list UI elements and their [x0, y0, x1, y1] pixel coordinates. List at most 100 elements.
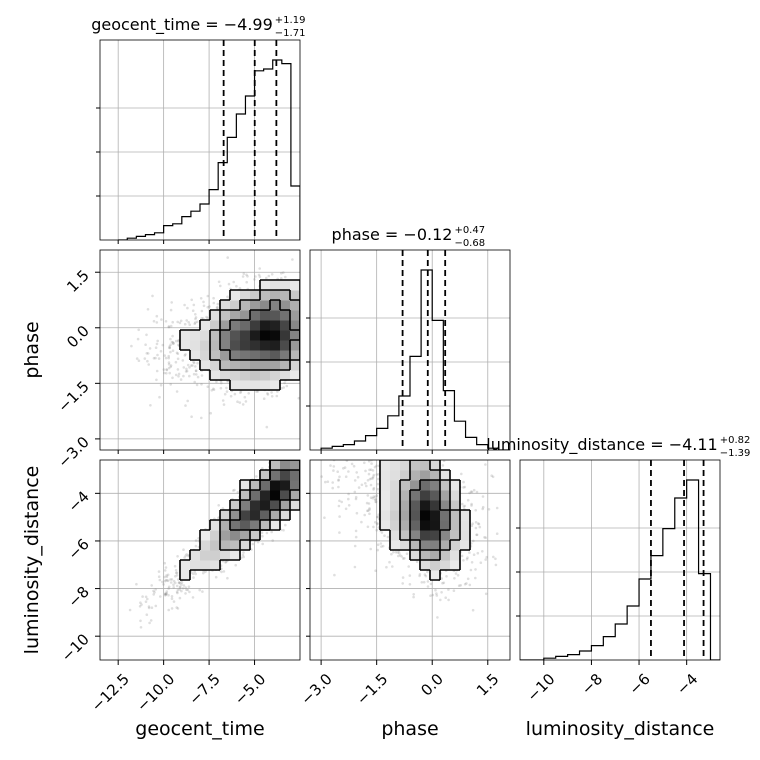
density-cell [260, 380, 271, 391]
sample-point [192, 572, 195, 576]
density-cell [200, 320, 211, 331]
density-cell [240, 480, 251, 491]
sample-point [152, 319, 156, 323]
sample-point [135, 357, 139, 360]
density-cell [270, 300, 281, 311]
sample-point [159, 595, 162, 598]
sample-point [285, 384, 289, 388]
sample-point [171, 342, 175, 346]
sample-point [185, 588, 188, 592]
contour-level-0 [179, 460, 300, 581]
sample-point [169, 308, 173, 312]
density-cell [290, 280, 300, 291]
sample-point [416, 456, 419, 459]
sample-point [171, 320, 174, 324]
density-cell [280, 500, 291, 511]
sample-point [165, 575, 169, 579]
sample-point [253, 278, 256, 281]
density-cell [210, 320, 221, 331]
density-cell [240, 520, 251, 531]
sample-point [167, 363, 171, 366]
sample-point [175, 351, 179, 355]
sample-point [165, 590, 169, 593]
sample-point [217, 280, 221, 284]
sample-point [159, 453, 162, 456]
density-cell [260, 320, 271, 331]
sample-point [260, 531, 264, 534]
sample-point [202, 300, 205, 304]
density-cell [260, 470, 271, 481]
sample-point [187, 321, 190, 324]
sample-point [169, 343, 172, 347]
sample-point [169, 324, 173, 328]
sample-point [157, 357, 161, 360]
contour-level-2 [219, 299, 300, 361]
hist-panel-luminosity_distance: luminosity_distance = −4.11 +0.82−1.39 [486, 435, 750, 661]
sample-point [184, 586, 187, 589]
sample-point [373, 498, 377, 501]
sample-point [280, 271, 283, 275]
density-cell [270, 350, 281, 361]
sample-point [146, 597, 149, 601]
sample-point [180, 583, 183, 586]
density-cell [180, 560, 191, 571]
sample-point [444, 596, 448, 599]
density-cell [220, 540, 231, 551]
density-cell [260, 350, 271, 361]
density-cell [210, 330, 221, 341]
panel-title-geocent_time: geocent_time = −4.99 [91, 15, 273, 35]
sample-point [194, 321, 197, 324]
sample-point [165, 574, 168, 577]
hist-background [310, 250, 510, 450]
density-cell [240, 340, 251, 351]
sample-point [186, 399, 189, 403]
sample-point [166, 573, 170, 577]
sample-point [161, 580, 164, 584]
sample-point [190, 415, 193, 419]
sample-point [280, 454, 283, 457]
sample-point [247, 392, 250, 395]
density-cell [260, 520, 271, 531]
sample-point [167, 366, 171, 370]
density-cell [280, 490, 291, 501]
sample-point [175, 571, 179, 575]
title-upper-err-phase: +0.47 [454, 225, 485, 236]
sample-point [241, 275, 245, 278]
sample-point [258, 275, 262, 279]
sample-point [241, 403, 245, 406]
sample-point [164, 592, 167, 595]
sample-point [194, 365, 197, 368]
sample-point [283, 453, 286, 456]
sample-point [167, 587, 170, 590]
sample-point [435, 592, 438, 595]
density-cell [290, 480, 300, 491]
sample-point [192, 361, 196, 365]
sample-point [195, 320, 199, 324]
sample-point [291, 457, 294, 460]
sample-point [340, 500, 344, 504]
density-cell [250, 490, 261, 501]
sample-point [178, 596, 182, 600]
density-cell [290, 470, 300, 481]
density-cell [220, 550, 231, 561]
density-cell [250, 500, 261, 511]
density-cell [280, 480, 291, 491]
sample-point [174, 575, 177, 578]
sample-point [285, 456, 288, 459]
sample-point [209, 411, 212, 415]
sample-point [186, 306, 189, 310]
sample-point [154, 356, 157, 360]
density-cell [260, 360, 271, 371]
sample-point [261, 467, 264, 470]
density-cell [220, 520, 231, 531]
sample-point [212, 388, 216, 392]
density-cell [270, 480, 281, 491]
sample-point [172, 600, 176, 603]
density-cell [280, 510, 291, 521]
sample-point [182, 548, 185, 551]
sample-point [236, 491, 240, 494]
sample-point [141, 595, 144, 598]
density-cell [250, 360, 261, 371]
sample-point [216, 306, 219, 309]
sample-point [173, 564, 177, 568]
